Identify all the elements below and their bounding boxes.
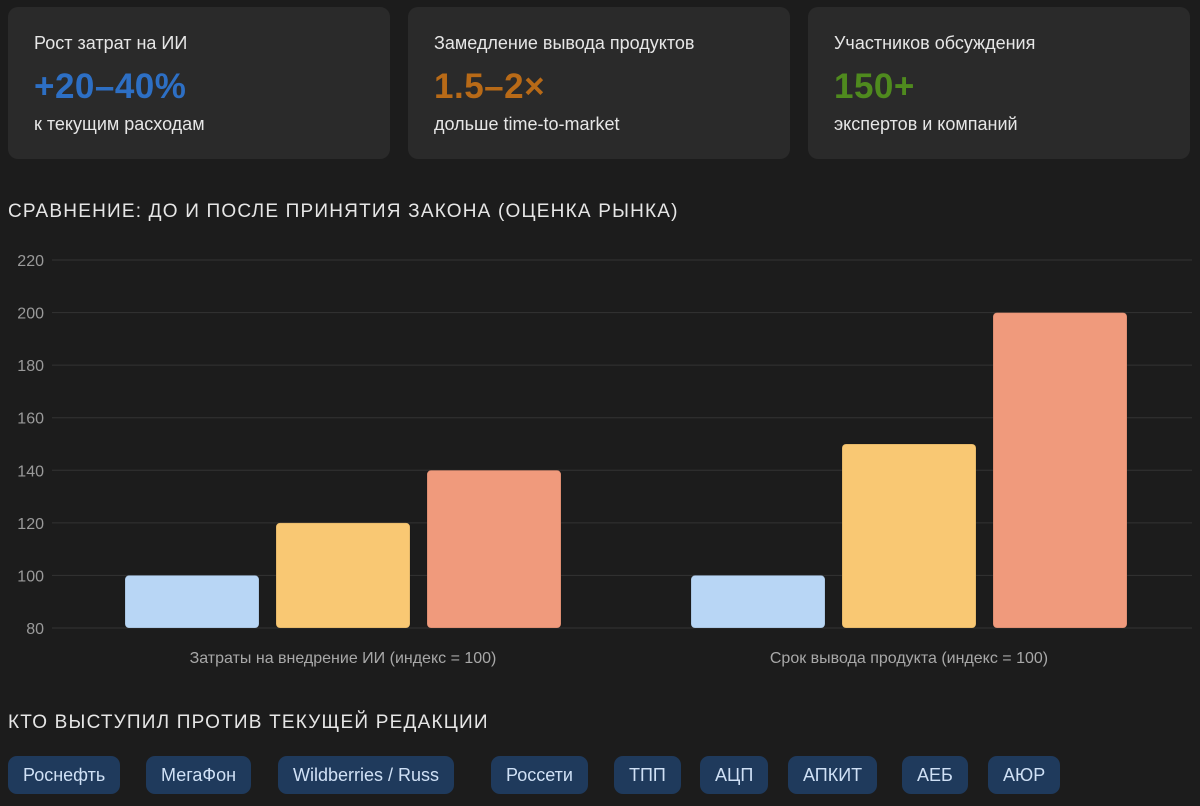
y-tick-label: 100: [17, 568, 44, 585]
stat-card-participants: Участников обсуждения 150+ экспертов и к…: [808, 7, 1190, 159]
stat-value: +20–40%: [34, 67, 187, 106]
stat-value: 1.5–2×: [434, 67, 546, 106]
stat-subtitle: дольше time-to-market: [434, 114, 620, 134]
tag-wildberries[interactable]: Wildberries / Russ: [278, 756, 455, 794]
tag-ayur[interactable]: АЮР: [988, 756, 1061, 794]
tag-acp[interactable]: АЦП: [700, 756, 769, 794]
bar: [992, 312, 1128, 629]
stat-subtitle: к текущим расходам: [34, 114, 205, 134]
chart-svg: 80 100 120 140 160 180 200 220 Затраты на внедре…: [17, 253, 1192, 667]
stat-label: Замедление вывода продуктов: [434, 33, 695, 53]
tag-megafon[interactable]: МегаФон: [146, 756, 252, 794]
bar: [275, 522, 411, 629]
tag-aeb[interactable]: АЕБ: [902, 756, 968, 794]
y-tick-label: 220: [17, 253, 44, 270]
y-tick-label: 140: [17, 463, 44, 480]
y-tick-label: 180: [17, 358, 44, 375]
bar: [426, 469, 562, 629]
tag-apkit[interactable]: АПКИТ: [788, 756, 878, 794]
y-tick-label: 120: [17, 516, 44, 533]
stat-card-ai-costs: Рост затрат на ИИ +20–40% к текущим расх…: [8, 7, 390, 159]
chart-section-title: СРАВНЕНИЕ: ДО И ПОСЛЕ ПРИНЯТИЯ ЗАКОНА (О…: [8, 201, 679, 222]
tag-tpp[interactable]: ТПП: [614, 756, 681, 794]
tag-rosseti[interactable]: Россети: [491, 756, 588, 794]
stat-value: 150+: [834, 67, 915, 106]
stats-row: Рост затрат на ИИ +20–40% к текущим расх…: [8, 7, 1192, 159]
stat-label: Рост затрат на ИИ: [34, 33, 188, 53]
tag-rosneft[interactable]: Роснефть: [8, 756, 121, 794]
stat-card-time-to-market: Замедление вывода продуктов 1.5–2× дольш…: [408, 7, 790, 159]
bar: [690, 574, 826, 629]
comparison-chart: 80 100 120 140 160 180 200 220 Затраты на внедре…: [0, 238, 1200, 678]
stat-label: Участников обсуждения: [834, 33, 1036, 53]
y-tick-label: 200: [17, 306, 44, 323]
x-category-label: Срок вывода продукта (индекс = 100): [770, 650, 1048, 667]
y-tick-label: 80: [26, 621, 44, 638]
opponents-section-title: КТО ВЫСТУПИЛ ПРОТИВ ТЕКУЩЕЙ РЕДАКЦИИ: [8, 712, 489, 733]
y-tick-label: 160: [17, 411, 44, 428]
bar: [124, 574, 260, 629]
x-category-label: Затраты на внедрение ИИ (индекс = 100): [190, 650, 497, 667]
opponents-tags: Роснефть МегаФон Wildberries / Russ Росс…: [8, 756, 1192, 794]
stat-subtitle: экспертов и компаний: [834, 114, 1018, 134]
bar: [841, 443, 977, 629]
